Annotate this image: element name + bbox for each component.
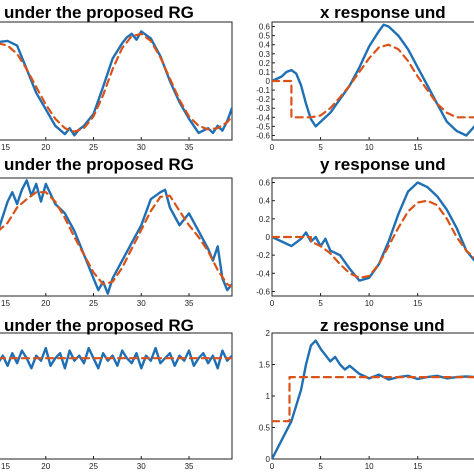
series-group <box>272 23 474 137</box>
x-tick-label: 35 <box>185 299 194 308</box>
plot-area <box>0 177 233 297</box>
x-tick-label: 20 <box>41 462 50 471</box>
plot-area <box>0 21 233 141</box>
series-group <box>272 339 474 459</box>
chart-title: under the proposed RG <box>4 155 194 174</box>
series-group <box>272 181 474 282</box>
y-tick-label: 1 <box>266 392 271 401</box>
y-tick-label: 0.6 <box>259 23 271 32</box>
chart-panel-1: 15 20 25 30 35 under the proposed RG <box>0 3 233 152</box>
plot-area <box>271 332 474 460</box>
y-tick-label: -0.6 <box>256 131 270 140</box>
chart-panel-5: 15 20 25 30 35 under the proposed RG <box>0 316 233 471</box>
chart-panel-3: 15 20 25 30 35 under the proposed RG <box>0 155 233 308</box>
x-tick-label: 25 <box>89 143 98 152</box>
y-tick-label: -0.5 <box>256 122 270 131</box>
x-tick-label: 35 <box>185 462 194 471</box>
y-tick-label: 0 <box>266 233 271 242</box>
x-tick-label: 20 <box>41 299 50 308</box>
x-tick-label: 30 <box>137 299 146 308</box>
x-tick-label: 10 <box>365 462 374 471</box>
y-tick-label: -0.2 <box>256 95 270 104</box>
y-tick-label: -0.1 <box>256 86 270 95</box>
plot-area <box>271 177 474 297</box>
y-tick-label: 0 <box>266 455 271 464</box>
response-line <box>0 346 232 370</box>
x-tick-label: 10 <box>365 299 374 308</box>
x-tick-label: 10 <box>365 143 374 152</box>
series-group <box>0 30 232 137</box>
x-tick-label: 0 <box>270 143 275 152</box>
x-tick-label: 0 <box>270 299 275 308</box>
y-tick-label: -0.3 <box>256 104 270 113</box>
reference-line <box>0 191 232 288</box>
x-tick-label: 5 <box>318 462 323 471</box>
y-tick-label: -0.2 <box>256 251 270 260</box>
plot-area <box>0 332 233 460</box>
x-tick-label: 15 <box>1 143 10 152</box>
x-tick-label: 15 <box>413 462 422 471</box>
x-tick-label: 30 <box>137 143 146 152</box>
response-line <box>272 181 474 282</box>
series-group <box>0 346 232 370</box>
chart-title: z response und <box>320 316 445 335</box>
y-tick-label: 0 <box>266 77 271 86</box>
x-tick-label: 35 <box>185 143 194 152</box>
y-tick-label: 0.2 <box>259 59 271 68</box>
x-tick-label: 15 <box>413 143 422 152</box>
y-tick-label: 2 <box>266 329 271 338</box>
reference-line <box>0 32 232 133</box>
x-tick-label: 20 <box>41 143 50 152</box>
x-tick-label: 0 <box>270 462 275 471</box>
chart-title: x response und <box>320 3 446 22</box>
y-tick-label: 0.5 <box>259 424 271 433</box>
chart-title: y response und <box>320 155 446 174</box>
chart-panel-4: 0 5 10 15 0.6 0.4 0.2 0 -0.2 -0.4 -0.6 y response u… <box>256 155 474 308</box>
y-tick-label: 0.4 <box>259 41 271 50</box>
reference-line <box>272 43 474 119</box>
y-tick-label: 1.5 <box>259 361 271 370</box>
y-tick-label: -0.4 <box>256 113 270 122</box>
y-tick-label: -0.6 <box>256 287 270 296</box>
y-tick-label: -0.4 <box>256 269 270 278</box>
x-tick-label: 25 <box>89 462 98 471</box>
reference-line <box>272 376 474 423</box>
y-tick-label: 0.1 <box>259 68 271 77</box>
y-tick-label: 0.2 <box>259 215 271 224</box>
chart-title: under the proposed RG <box>4 316 194 335</box>
x-tick-label: 15 <box>1 299 10 308</box>
x-tick-label: 30 <box>137 462 146 471</box>
x-tick-label: 5 <box>318 299 323 308</box>
x-tick-label: 15 <box>413 299 422 308</box>
series-group <box>0 179 232 295</box>
y-tick-label: 0.3 <box>259 50 271 59</box>
chart-panel-6: 0 5 10 15 0 0.5 1 1.5 2 z response und <box>259 316 474 471</box>
y-tick-label: 0.5 <box>259 32 271 41</box>
x-tick-label: 25 <box>89 299 98 308</box>
response-line <box>0 179 232 295</box>
x-tick-label: 5 <box>318 143 323 152</box>
chart-panel-2: 0 5 10 150.60.50.40.30.20.10-0.1-0.2-0.3-0.… <box>256 3 474 152</box>
y-tick-label: 0.6 <box>259 179 271 188</box>
chart-title: under the proposed RG <box>4 3 194 22</box>
x-tick-label: 15 <box>1 462 10 471</box>
y-tick-label: 0.4 <box>259 197 271 206</box>
